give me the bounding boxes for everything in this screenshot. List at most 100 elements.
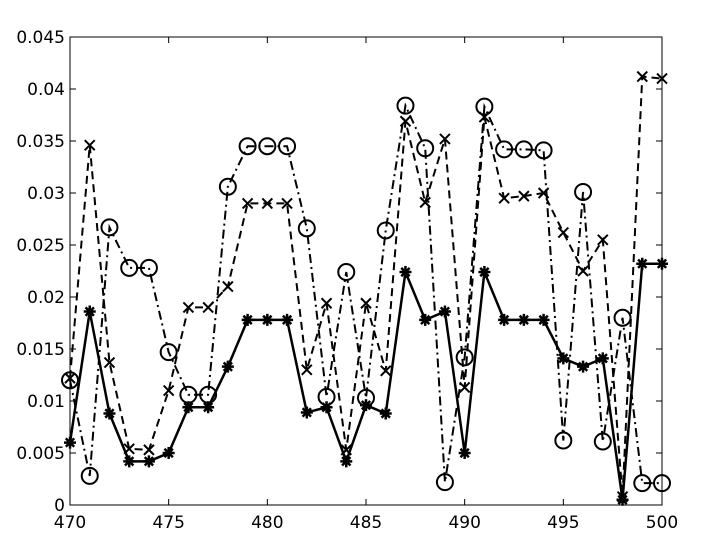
marker-stroke (537, 187, 550, 199)
point-marker (241, 313, 254, 326)
point-marker (495, 140, 514, 159)
x-tick-label: 475 (152, 513, 184, 533)
marker-stroke (435, 473, 454, 492)
point-marker (221, 360, 234, 373)
point-marker (261, 313, 274, 326)
point-marker (80, 466, 99, 485)
point-marker (281, 313, 294, 326)
point-marker (636, 70, 648, 83)
marker-stroke (103, 407, 116, 420)
point-marker (202, 401, 215, 414)
point-marker (514, 140, 533, 159)
marker-stroke (596, 352, 609, 365)
point-marker (438, 305, 451, 318)
point-marker (399, 266, 412, 279)
point-marker (103, 407, 116, 420)
series-line (68, 262, 662, 500)
marker-stroke (419, 196, 431, 209)
point-marker (379, 407, 392, 420)
point-marker (258, 137, 277, 156)
marker-stroke (475, 97, 494, 116)
marker-stroke (419, 313, 432, 326)
y-tick-label: 0.03 (27, 184, 65, 204)
marker-stroke (120, 258, 139, 277)
marker-stroke (518, 190, 530, 202)
marker-stroke (83, 305, 96, 318)
point-marker (458, 447, 471, 459)
point-marker (554, 431, 573, 450)
point-marker (340, 455, 353, 468)
marker-stroke (636, 70, 648, 83)
marker-stroke (376, 221, 395, 240)
point-marker (577, 360, 590, 373)
y-tick-label: 0 (54, 496, 65, 516)
point-marker (478, 266, 491, 279)
marker-stroke (613, 308, 632, 327)
marker-stroke (636, 257, 649, 270)
point-marker (396, 96, 415, 115)
point-marker (103, 356, 116, 369)
x-tick-label: 495 (547, 513, 579, 533)
point-marker (653, 474, 671, 493)
x-tick-label: 480 (251, 513, 283, 533)
x-tick-label: 500 (646, 513, 678, 533)
point-marker (376, 221, 395, 240)
marker-stroke (380, 365, 392, 377)
point-marker (64, 372, 76, 384)
point-marker (100, 218, 119, 237)
point-marker (320, 401, 333, 414)
point-marker (636, 257, 649, 270)
marker-stroke (557, 352, 570, 365)
marker-stroke (123, 455, 136, 468)
marker-stroke (261, 197, 274, 210)
marker-stroke (202, 401, 215, 414)
point-marker (656, 72, 668, 85)
point-marker (83, 305, 96, 318)
marker-stroke (123, 443, 135, 455)
marker-stroke (103, 356, 116, 369)
marker-stroke (84, 139, 96, 151)
marker-stroke (616, 490, 629, 503)
point-marker (458, 381, 471, 394)
marker-stroke (61, 371, 79, 390)
marker-stroke (478, 266, 491, 279)
marker-stroke (416, 139, 435, 158)
point-marker (419, 313, 432, 326)
point-marker (337, 263, 356, 282)
marker-stroke (439, 133, 451, 145)
point-marker (537, 187, 550, 199)
y-tick-label: 0.04 (27, 80, 65, 100)
marker-stroke (495, 140, 514, 159)
point-marker (320, 297, 333, 309)
point-marker (241, 197, 254, 210)
point-marker (182, 301, 195, 314)
point-marker (593, 432, 612, 451)
point-marker (633, 474, 652, 493)
y-tick-label: 0.045 (16, 28, 65, 48)
point-marker (199, 385, 218, 404)
marker-stroke (458, 381, 471, 394)
point-marker (380, 365, 392, 377)
point-marker (360, 297, 372, 309)
marker-stroke (438, 305, 451, 318)
marker-stroke (100, 218, 119, 237)
marker-stroke (379, 407, 392, 420)
point-marker (142, 455, 155, 468)
point-marker (475, 97, 494, 116)
point-marker (123, 443, 135, 455)
marker-stroke (399, 266, 412, 279)
point-marker (281, 197, 293, 210)
point-marker (238, 137, 257, 156)
marker-stroke (656, 72, 668, 85)
marker-stroke (258, 137, 277, 156)
marker-stroke (241, 313, 254, 326)
y-tick-label: 0.02 (27, 288, 65, 308)
marker-stroke (357, 388, 375, 407)
point-marker (498, 313, 511, 326)
point-marker (656, 257, 668, 270)
marker-stroke (537, 313, 550, 326)
point-marker (557, 226, 570, 239)
marker-stroke (616, 493, 629, 506)
marker-stroke (514, 140, 533, 159)
marker-stroke (179, 385, 198, 404)
